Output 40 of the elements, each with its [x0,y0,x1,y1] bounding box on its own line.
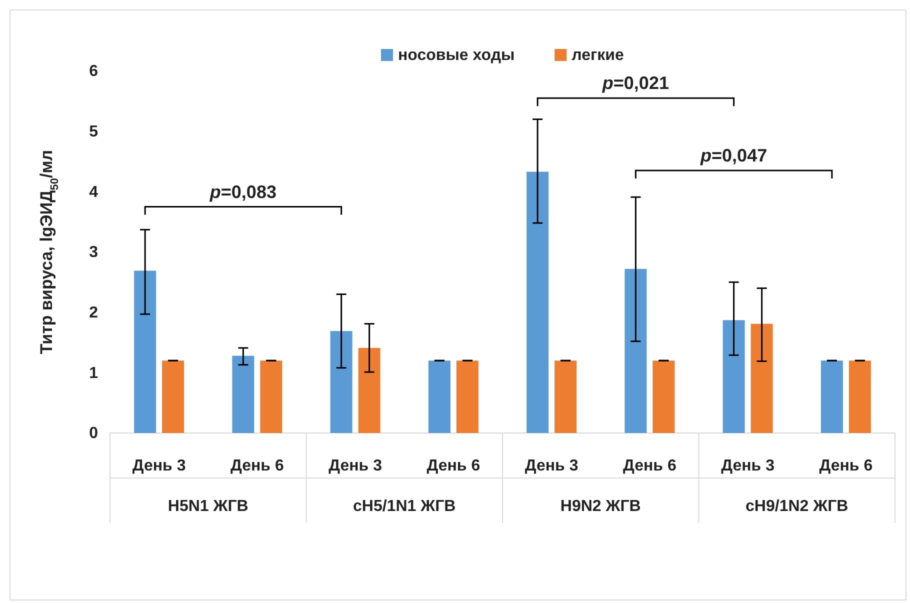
x-tick-label: День 3 [524,457,578,474]
x-tick-label: День 3 [132,457,186,474]
bar [260,360,282,433]
annotation: p=0,021 [601,73,669,94]
bar [820,360,843,433]
y-tick-label: 2 [89,304,98,322]
text: H9N2 ЖГВ [560,498,641,515]
y-tick-label: 4 [89,184,98,201]
legend-label: носовые ходы [398,47,515,64]
x-tick-label: День 3 [721,457,775,474]
bar [652,360,675,433]
bar [134,270,156,433]
text: H5N1 ЖГВ [168,498,248,515]
x-tick-label: День 6 [230,457,284,474]
y-tick-label: 6 [89,63,98,80]
text: cH9/1N2 ЖГВ [746,498,848,515]
bar [848,360,871,433]
bar [456,360,478,433]
x-tick-label: День 6 [623,457,676,474]
bar [526,172,549,433]
y-tick-label: 0 [89,425,98,442]
x-tick-label: День 3 [328,457,382,474]
bar [162,360,184,433]
annotation: p=0,047 [700,146,768,166]
text: cH5/1N1 ЖГВ [353,498,456,515]
bar [330,331,352,433]
bar [624,268,647,433]
bar [358,348,380,433]
x-tick-label: День 6 [819,457,873,474]
annotation: p=0,083 [208,182,276,202]
bar [750,324,773,433]
bar [722,320,745,433]
bar [428,360,450,433]
y-tick-label: 1 [89,364,98,382]
legend-label: легкие [572,47,624,64]
y-tick-label: 3 [89,244,98,262]
bar [554,360,577,433]
x-tick-label: День 6 [426,457,480,474]
y-tick-label: 5 [89,123,98,140]
bar [232,356,254,433]
